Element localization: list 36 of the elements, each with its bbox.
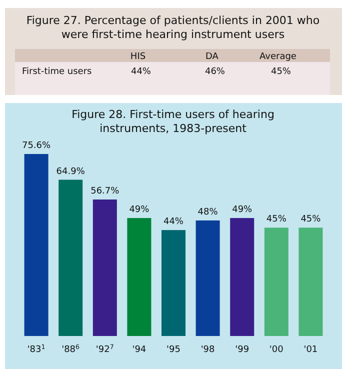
x-tick-label: '94 xyxy=(132,345,146,355)
category-label: DA xyxy=(206,52,220,62)
data-label: 45% xyxy=(270,67,292,77)
text: Figure 27. Percentage of patients/clients in 2001 who were first-time hearing instrument users xyxy=(26,14,320,41)
data-label: 56.7% xyxy=(90,186,120,196)
x-tick-label: '92$^{7}$ xyxy=(96,344,114,355)
bar xyxy=(264,228,288,336)
x-tick-label: '95 xyxy=(166,345,180,355)
bar xyxy=(58,180,83,336)
bar xyxy=(230,218,254,336)
data-label: 48% xyxy=(198,207,218,218)
data-label: 44% xyxy=(163,217,184,228)
data-label: 46% xyxy=(204,67,226,77)
text: First-time users xyxy=(22,67,92,77)
data-label: 49% xyxy=(232,205,253,216)
x-tick-label: '01 xyxy=(304,345,318,355)
bar xyxy=(196,220,220,336)
x-tick-label: '83$^{1}$ xyxy=(27,344,46,355)
bar xyxy=(127,218,152,336)
bar xyxy=(161,230,186,336)
bar xyxy=(92,200,117,336)
data-label: 64.9% xyxy=(56,166,86,177)
category-label: HIS xyxy=(130,52,146,62)
bar xyxy=(298,228,323,336)
x-tick-label: '99 xyxy=(235,345,250,355)
data-label: 45% xyxy=(300,214,322,225)
data-label: 75.6% xyxy=(22,141,52,151)
category-label: Average xyxy=(260,52,297,62)
chart-title: Figure 28. First-time users of hearing instruments, 1983-present xyxy=(72,108,274,135)
data-label: 44% xyxy=(130,67,152,77)
data-label: 49% xyxy=(129,205,150,216)
x-tick-label: '98 xyxy=(200,345,216,355)
x-tick-label: '88$^{6}$ xyxy=(62,344,80,355)
bar xyxy=(24,154,48,336)
x-tick-label: '00 xyxy=(269,345,284,355)
data-label: 45% xyxy=(266,214,287,225)
